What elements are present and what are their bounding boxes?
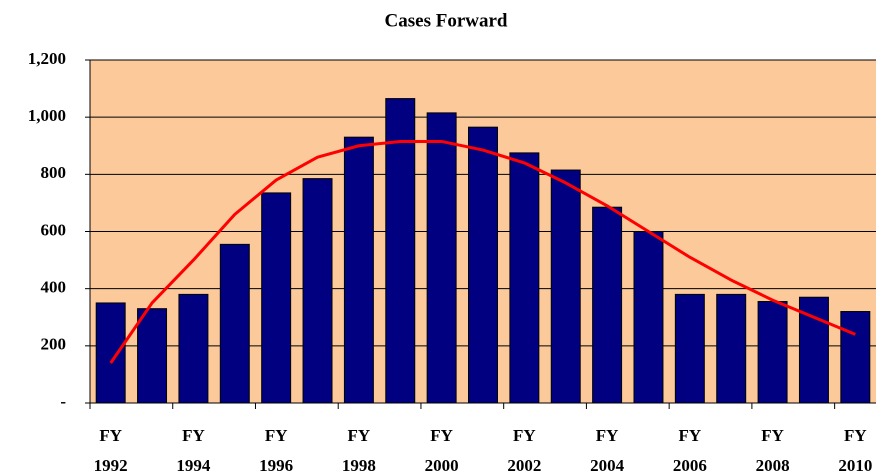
bar bbox=[633, 231, 664, 404]
bar bbox=[798, 296, 829, 404]
y-tick-label: 1,000 bbox=[28, 106, 66, 125]
bar bbox=[219, 243, 250, 404]
bar bbox=[592, 206, 623, 404]
bar bbox=[840, 311, 871, 404]
y-tick-label: - bbox=[60, 392, 66, 411]
bar bbox=[95, 302, 126, 404]
y-tick-label: 800 bbox=[41, 163, 67, 182]
chart-title: Cases Forward bbox=[385, 10, 508, 31]
bar bbox=[757, 301, 788, 404]
y-tick-label: 600 bbox=[41, 220, 67, 239]
x-tick-label: FY 1994 bbox=[176, 426, 211, 474]
bar bbox=[716, 293, 747, 404]
bar bbox=[302, 178, 333, 404]
bar bbox=[509, 152, 540, 404]
bar bbox=[426, 112, 457, 404]
x-tick-label: FY 2008 bbox=[756, 426, 790, 474]
x-tick-label: FY 1996 bbox=[259, 426, 293, 474]
bar bbox=[550, 169, 581, 404]
x-tick-label: FY 1992 bbox=[94, 426, 128, 474]
x-tick-label: FY 1998 bbox=[342, 426, 376, 474]
y-tick-label: 200 bbox=[41, 335, 67, 354]
bar bbox=[178, 293, 209, 404]
bar bbox=[468, 126, 498, 404]
bar bbox=[343, 136, 374, 404]
trend-line bbox=[109, 139, 856, 364]
x-tick-label: FY 2010 bbox=[838, 426, 872, 474]
bar bbox=[674, 293, 705, 404]
bar bbox=[137, 308, 168, 404]
bar bbox=[385, 98, 416, 404]
x-tick-label: FY 2002 bbox=[507, 426, 541, 474]
x-tick-label: FY 2004 bbox=[590, 426, 625, 474]
bar bbox=[261, 192, 292, 404]
x-tick-label: FY 2006 bbox=[673, 426, 707, 474]
x-tick-label: FY 2000 bbox=[425, 426, 459, 474]
y-tick-label: 1,200 bbox=[28, 49, 66, 68]
y-tick-label: 400 bbox=[41, 278, 67, 297]
